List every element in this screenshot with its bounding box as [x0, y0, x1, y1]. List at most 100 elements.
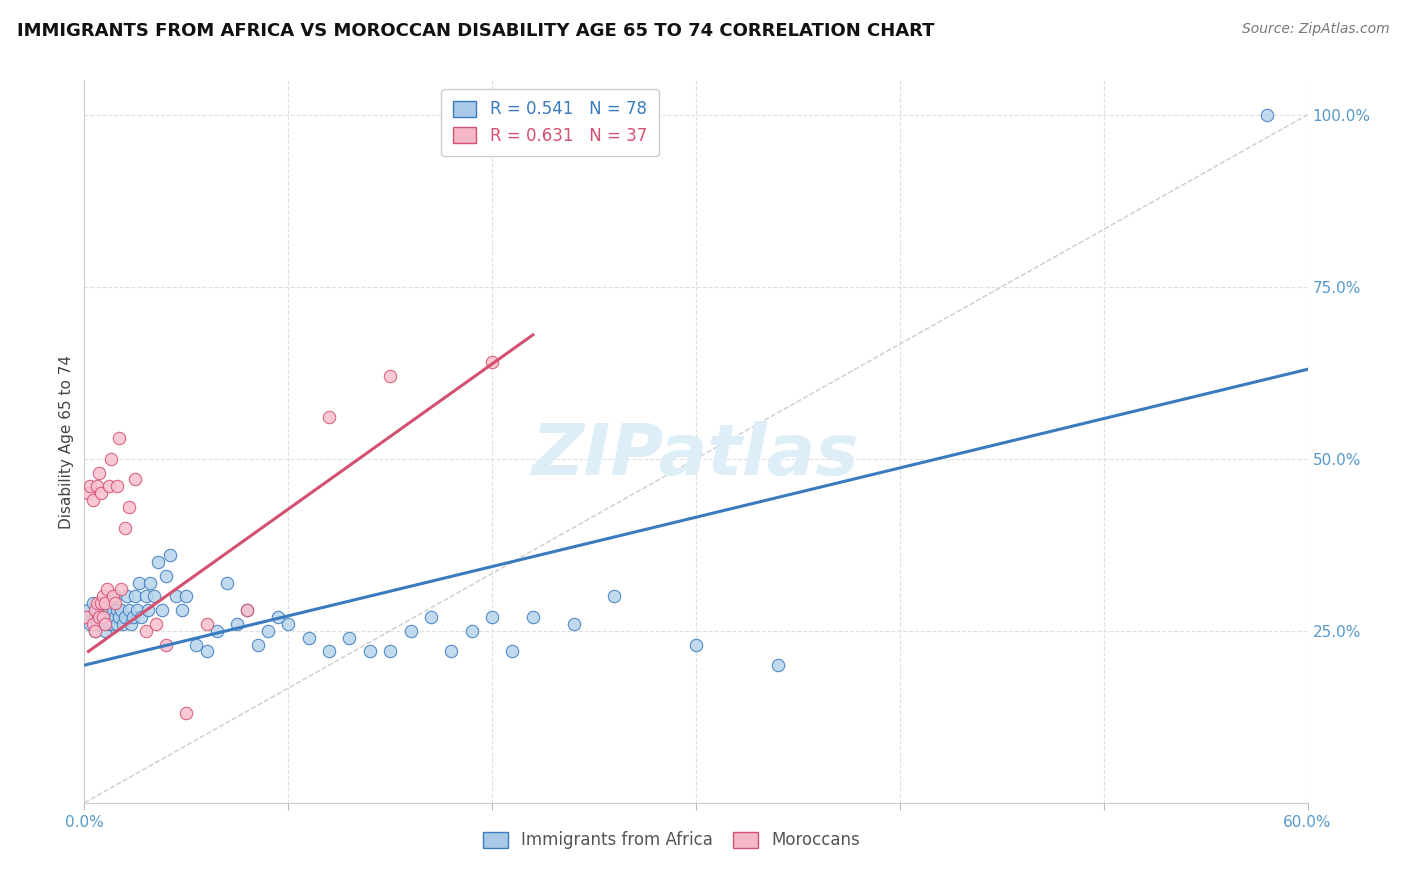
Point [114, 610, 136, 624]
Text: ZIPatlas: ZIPatlas [533, 422, 859, 491]
Point [257, 624, 280, 638]
Point [90, 603, 112, 617]
Point [108, 431, 131, 445]
Point [83, 603, 105, 617]
Point [75, 610, 97, 624]
Point [87, 466, 110, 480]
Point [77, 486, 100, 500]
Point [79, 479, 101, 493]
Point [86, 616, 108, 631]
Legend: Immigrants from Africa, Moroccans: Immigrants from Africa, Moroccans [477, 824, 868, 856]
Point [91, 590, 114, 604]
Point [86, 596, 108, 610]
Point [110, 582, 132, 597]
Point [100, 596, 122, 610]
Point [146, 555, 169, 569]
Point [108, 610, 131, 624]
Point [82, 596, 104, 610]
Point [97, 616, 120, 631]
Point [603, 590, 626, 604]
Point [298, 631, 321, 645]
Point [145, 616, 167, 631]
Point [399, 624, 422, 638]
Point [114, 520, 136, 534]
Point [138, 575, 160, 590]
Point [136, 603, 159, 617]
Point [87, 610, 110, 624]
Point [97, 479, 120, 493]
Point [93, 603, 115, 617]
Point [318, 410, 340, 425]
Point [380, 644, 402, 658]
Point [205, 624, 228, 638]
Point [124, 472, 146, 486]
Point [118, 603, 141, 617]
Point [91, 610, 114, 624]
Point [186, 638, 208, 652]
Point [87, 596, 110, 610]
Point [128, 575, 150, 590]
Point [131, 610, 153, 624]
Text: IMMIGRANTS FROM AFRICA VS MOROCCAN DISABILITY AGE 65 TO 74 CORRELATION CHART: IMMIGRANTS FROM AFRICA VS MOROCCAN DISAB… [17, 22, 935, 40]
Point [142, 590, 165, 604]
Text: Source: ZipAtlas.com: Source: ZipAtlas.com [1241, 22, 1389, 37]
Point [420, 610, 443, 624]
Point [91, 610, 114, 624]
Point [104, 596, 127, 610]
Point [766, 658, 789, 673]
Point [440, 644, 463, 658]
Point [87, 610, 110, 624]
Point [93, 616, 115, 631]
Point [159, 548, 181, 562]
Point [174, 590, 197, 604]
Point [246, 638, 269, 652]
Point [318, 644, 340, 658]
Point [150, 603, 173, 617]
Point [155, 568, 177, 582]
Point [461, 624, 484, 638]
Point [135, 590, 157, 604]
Point [380, 369, 402, 384]
Point [105, 616, 128, 631]
Point [195, 616, 218, 631]
Point [115, 590, 138, 604]
Point [122, 610, 145, 624]
Point [90, 616, 112, 631]
Point [105, 603, 128, 617]
Point [174, 706, 197, 721]
Point [127, 603, 149, 617]
Point [96, 596, 118, 610]
Point [90, 596, 112, 610]
Point [339, 631, 361, 645]
Point [217, 575, 239, 590]
Point [481, 610, 503, 624]
Point [100, 451, 122, 466]
Point [1256, 108, 1278, 122]
Point [236, 603, 259, 617]
Point [90, 486, 112, 500]
Point [86, 603, 108, 617]
Point [685, 638, 707, 652]
Point [195, 644, 218, 658]
Point [83, 624, 105, 638]
Point [96, 610, 118, 624]
Point [79, 616, 101, 631]
Point [359, 644, 381, 658]
Point [110, 603, 132, 617]
Point [481, 355, 503, 369]
Point [105, 479, 128, 493]
Point [104, 590, 127, 604]
Point [120, 616, 142, 631]
Point [91, 596, 114, 610]
Point [93, 596, 115, 610]
Point [112, 616, 135, 631]
Point [277, 616, 299, 631]
Point [236, 603, 259, 617]
Point [75, 610, 97, 624]
Point [267, 610, 290, 624]
Point [101, 590, 124, 604]
Point [96, 582, 118, 597]
Point [83, 624, 105, 638]
Point [77, 603, 100, 617]
Point [165, 590, 187, 604]
